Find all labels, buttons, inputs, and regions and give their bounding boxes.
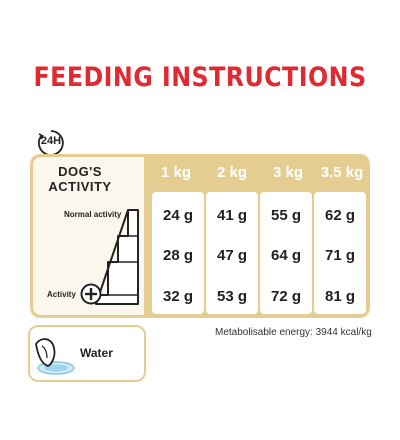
weight-header-4: 3.5 kg: [320, 164, 364, 181]
table-cell: 81 g: [324, 288, 355, 305]
weight-column-4: [314, 192, 366, 314]
table-cell: 62 g: [324, 207, 355, 224]
activity-stairs-icon: [95, 209, 139, 305]
weight-header-2: 2 kg: [216, 164, 247, 181]
activity-header: DOG'S ACTIVITY: [40, 164, 120, 194]
table-cell: 72 g: [270, 288, 301, 305]
normal-activity-label: Normal activity: [64, 210, 122, 219]
activity-header-line1: DOG'S: [58, 164, 102, 179]
table-cell: 41 g: [216, 207, 247, 224]
weight-column-3: [260, 192, 312, 314]
table-cell: 47 g: [216, 247, 247, 264]
table-cell: 28 g: [162, 247, 193, 264]
table-cell: 53 g: [216, 288, 247, 305]
table-cell: 55 g: [270, 207, 301, 224]
page-title: FEEDING INSTRUCTIONS: [33, 62, 367, 93]
clock-24h-icon: 24H: [36, 128, 66, 158]
weight-column-2: [206, 192, 258, 314]
weight-header-3: 3 kg: [272, 164, 303, 181]
water-label: Water: [80, 346, 113, 360]
weight-header-1: 1 kg: [160, 164, 191, 181]
clock-label: 24H: [40, 135, 62, 147]
activity-header-line2: ACTIVITY: [48, 179, 112, 194]
energy-note: Metabolisable energy: 3944 kcal/kg: [215, 327, 372, 338]
table-cell: 71 g: [324, 247, 355, 264]
high-activity-label: Activity: [47, 290, 76, 299]
table-cell: 24 g: [162, 207, 193, 224]
table-cell: 64 g: [270, 247, 301, 264]
plus-circle-icon: [80, 283, 102, 305]
water-bowl-icon: [35, 338, 75, 375]
table-cell: 32 g: [162, 288, 193, 305]
weight-column-1: [152, 192, 204, 314]
